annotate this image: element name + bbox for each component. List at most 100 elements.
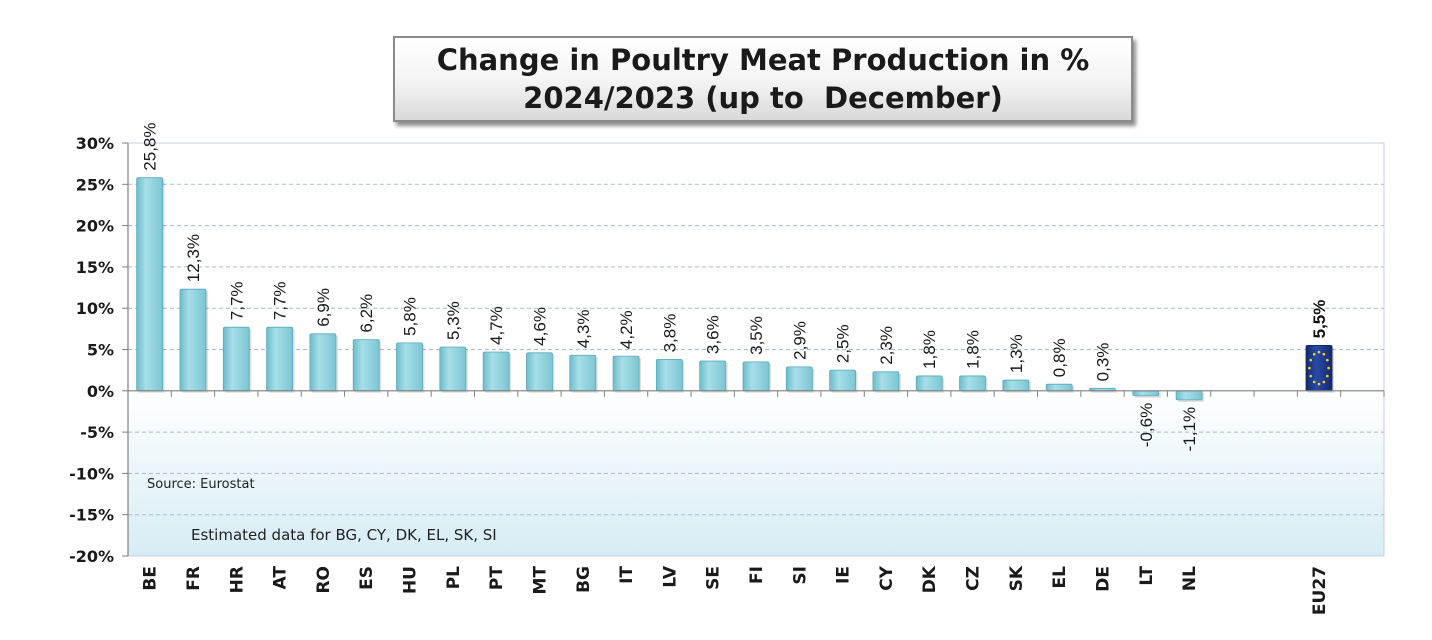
bar-dk — [915, 375, 943, 392]
y-tick-label: -15% — [69, 506, 114, 525]
bars — [136, 177, 1335, 402]
bar-ie — [829, 369, 857, 392]
x-category-label: ES — [357, 566, 377, 590]
x-category-label: CZ — [964, 566, 984, 591]
x-category-label: IT — [617, 566, 637, 584]
y-tick-label: -10% — [69, 464, 114, 483]
source-note: Source: Eurostat — [147, 477, 255, 492]
data-label: 1,8% — [920, 330, 939, 369]
y-tick-label: 10% — [76, 299, 114, 318]
eu-star — [1317, 382, 1321, 386]
eu-star — [1308, 366, 1311, 370]
y-tick-label: 20% — [76, 217, 114, 236]
x-category-label: DE — [1093, 566, 1113, 592]
x-category-label: FR — [184, 566, 204, 591]
data-label: -1,1% — [1180, 407, 1199, 451]
bar-mt — [526, 352, 553, 392]
data-label: 2,9% — [790, 321, 809, 360]
x-category-label: SE — [704, 566, 724, 590]
data-label: 5,5% — [1310, 300, 1329, 339]
data-label: 1,3% — [1007, 334, 1026, 373]
eu-star — [1312, 352, 1316, 356]
estimated-data-note: Estimated data for BG, CY, DK, EL, SK, S… — [191, 526, 497, 544]
x-category-label: AT — [271, 566, 291, 590]
eu-star — [1322, 352, 1326, 356]
data-label: 2,5% — [834, 324, 853, 363]
data-label: 3,5% — [747, 316, 766, 355]
data-label: 12,3% — [184, 234, 203, 282]
eu-star — [1309, 358, 1313, 362]
chart-title-line-2: 2024/2023 (up to December) — [523, 81, 1003, 115]
bar-se — [699, 360, 727, 392]
chart-title-box: Change in Poultry Meat Production in % 2… — [393, 36, 1133, 122]
x-category-label: BE — [141, 566, 161, 591]
data-label: 6,2% — [357, 294, 376, 333]
bar-lv — [655, 359, 683, 392]
x-category-label: DK — [920, 565, 940, 593]
bar-shadow — [1091, 390, 1118, 393]
eu-star — [1326, 358, 1329, 362]
bar-sk — [1002, 379, 1030, 392]
x-category-label: SI — [790, 566, 810, 585]
x-category-label: NL — [1180, 566, 1200, 591]
x-category-label: SK — [1007, 565, 1027, 591]
bar-si — [785, 366, 813, 392]
data-label: 6,9% — [314, 288, 333, 327]
x-category-label: EL — [1050, 566, 1070, 589]
bar-at — [266, 326, 293, 392]
data-labels: 25,8% 12,3% 7,7% 7,7% 6,9% 6,2% 5,8% 5,3% 4,7% 4,… — [141, 122, 1329, 451]
x-category-label: RO — [314, 566, 334, 594]
bar-pl — [439, 346, 467, 392]
data-label: 1,8% — [964, 330, 983, 369]
data-label: 5,8% — [401, 297, 420, 336]
x-axis-category-labels: BE FR HR AT RO ES HU PL PT MT BG IT LV SE FI SI IE CY DK CZ… — [141, 565, 1330, 615]
data-label: 4,7% — [487, 306, 506, 345]
bar-bg — [569, 354, 597, 392]
eu-star — [1327, 366, 1330, 370]
bar-hr — [222, 326, 250, 392]
eu-star — [1317, 350, 1321, 354]
x-category-label: PT — [487, 566, 507, 590]
bar-el — [1045, 383, 1073, 392]
grid-lines — [128, 183, 1384, 516]
data-label: 7,7% — [227, 281, 246, 320]
data-label: 4,3% — [574, 310, 593, 349]
y-axis-tick-labels: 30% 25% 20% 15% 10% 5% 0% -5% -10% -15% -20% — [69, 134, 114, 566]
eu-star — [1312, 380, 1316, 384]
y-tick-label: -20% — [69, 547, 114, 566]
y-tick-label: 5% — [87, 341, 114, 360]
y-tick-label: 30% — [76, 134, 114, 153]
y-tick-label: -5% — [80, 423, 114, 442]
y-tick-label: 0% — [87, 382, 114, 401]
x-category-label: BG — [574, 566, 594, 593]
x-category-label: MT — [530, 566, 550, 595]
eu-star — [1326, 374, 1329, 378]
data-label: -0,6% — [1137, 403, 1156, 447]
bar-ro — [309, 333, 337, 392]
axes — [122, 142, 1385, 557]
x-category-label: PL — [444, 566, 464, 589]
eu-star — [1322, 380, 1326, 384]
bar-pt — [482, 351, 510, 392]
x-category-label: FI — [747, 566, 767, 584]
bar-fr — [179, 288, 207, 392]
x-category-label: HU — [401, 566, 421, 594]
bar-es — [352, 339, 380, 392]
x-category-label: EU27 — [1310, 566, 1330, 615]
y-tick-label: 15% — [76, 258, 114, 277]
eu-star — [1309, 374, 1313, 378]
bar-nl — [1175, 390, 1203, 401]
x-category-label: LV — [660, 565, 680, 587]
data-label: 3,8% — [660, 314, 679, 353]
data-label: 2,3% — [877, 326, 896, 365]
bar-cz — [959, 375, 986, 392]
bar-fi — [742, 361, 770, 392]
data-label: 0,3% — [1093, 343, 1112, 382]
x-category-label: LT — [1137, 566, 1157, 586]
bar-cy — [872, 371, 900, 392]
bar-it — [612, 355, 640, 392]
bar-lt — [1132, 390, 1160, 397]
bar-hu — [396, 342, 423, 392]
x-category-label: HR — [227, 566, 247, 593]
